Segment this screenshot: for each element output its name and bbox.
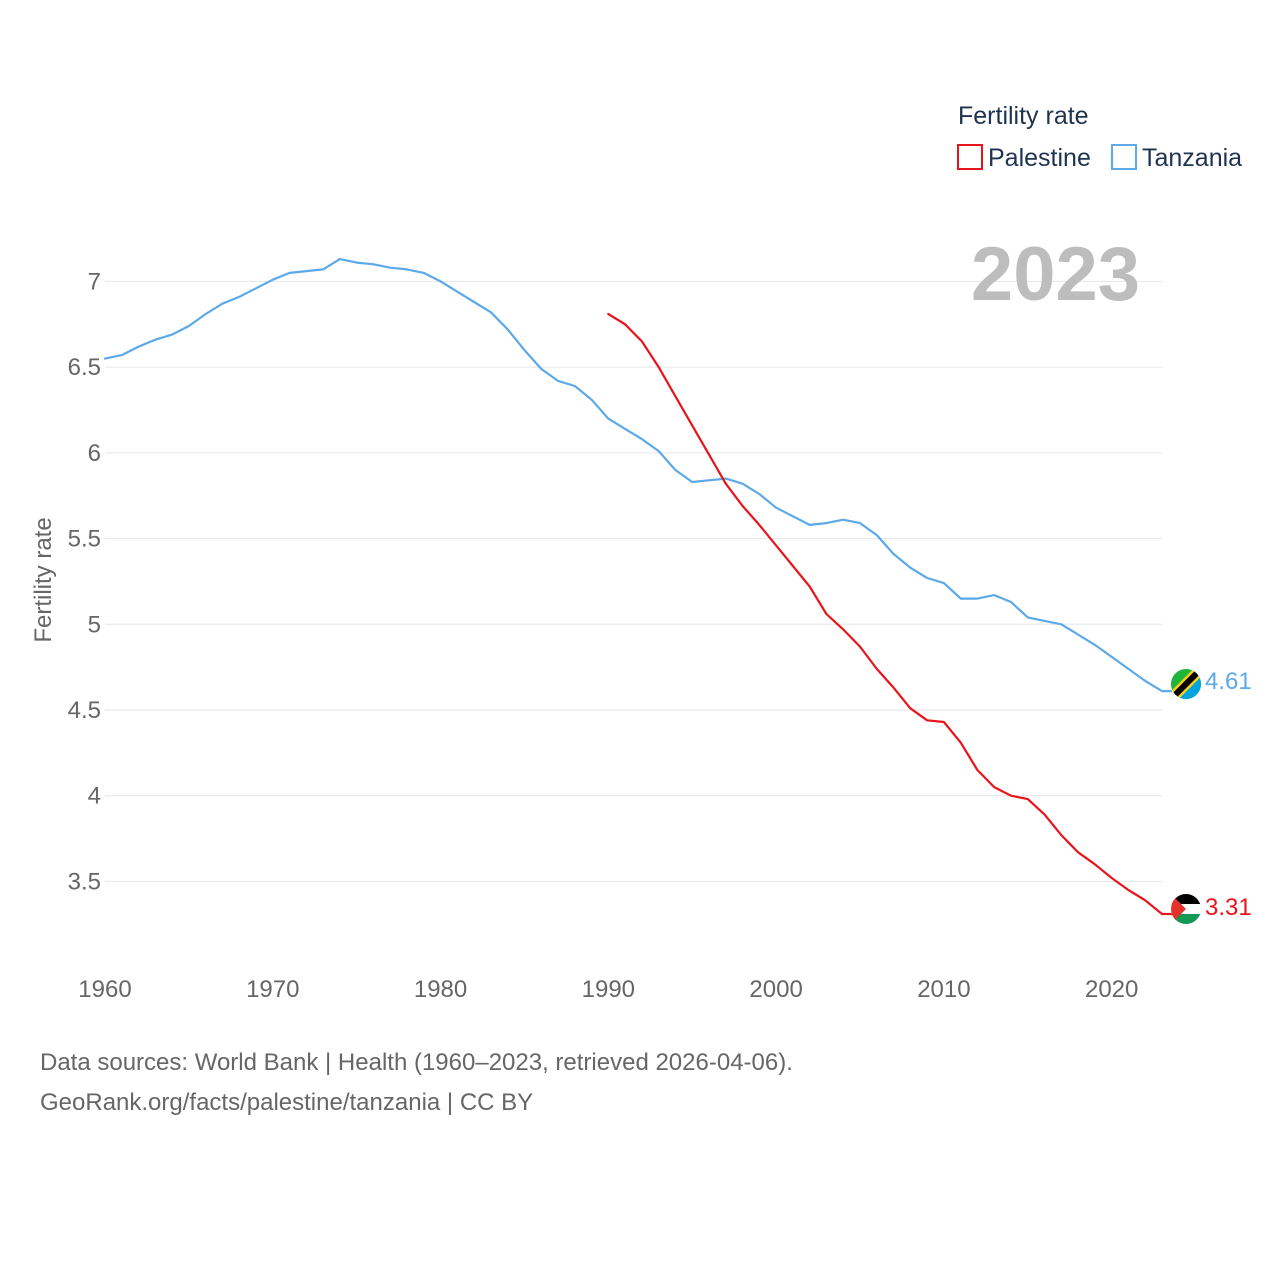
- line-chart: 3.5 4 4.5 5 5.5 6 6.5 7 1960 1970 1980 1990 2000 201…: [30, 102, 1252, 1003]
- end-value-palestine: 3.31: [1205, 894, 1252, 921]
- y-tick-label: 4.5: [68, 697, 101, 724]
- series-line-tanzania: [103, 258, 1164, 693]
- palestine-flag-icon: [1171, 894, 1201, 924]
- legend-swatch-tanzania: [1111, 144, 1137, 170]
- y-tick-label: 6.5: [68, 354, 101, 381]
- end-value-tanzania: 4.61: [1205, 668, 1252, 695]
- x-tick-label: 2020: [1085, 976, 1138, 1003]
- y-tick-label: 7: [88, 268, 101, 295]
- gridlines: [105, 280, 1162, 882]
- x-tick-label: 1980: [414, 976, 467, 1003]
- legend-title: Fertility rate: [958, 102, 1089, 130]
- source-footer: Data sources: World Bank | Health (1960–…: [40, 1043, 793, 1123]
- x-tick-label: 1960: [78, 976, 131, 1003]
- series-line-palestine: [607, 312, 1164, 916]
- series-lines: [103, 258, 1172, 916]
- current-year-label: 2023: [971, 232, 1140, 317]
- y-axis-label: Fertility rate: [30, 517, 57, 642]
- legend-label-palestine[interactable]: Palestine: [988, 144, 1091, 172]
- y-tick-label: 3.5: [68, 868, 101, 895]
- legend: Fertility rate Palestine Tanzania: [957, 102, 1242, 172]
- x-axis-ticks: 1960 1970 1980 1990 2000 2010 2020: [78, 976, 1138, 1003]
- y-tick-label: 5.5: [68, 526, 101, 553]
- credit-text[interactable]: GeoRank.org/facts/palestine/tanzania | C…: [40, 1089, 534, 1116]
- legend-label-tanzania[interactable]: Tanzania: [1142, 144, 1242, 172]
- x-tick-label: 1970: [246, 976, 299, 1003]
- y-tick-label: 6: [88, 440, 101, 467]
- x-tick-label: 2000: [749, 976, 802, 1003]
- x-tick-label: 1990: [582, 976, 635, 1003]
- legend-swatch-palestine: [957, 144, 983, 170]
- x-tick-label: 2010: [917, 976, 970, 1003]
- tanzania-flag-icon: [1171, 669, 1201, 699]
- source-text: Data sources: World Bank | Health (1960–…: [40, 1049, 793, 1076]
- y-tick-label: 4: [88, 783, 101, 810]
- y-axis-ticks: 3.5 4 4.5 5 5.5 6 6.5 7: [68, 268, 101, 895]
- y-tick-label: 5: [88, 611, 101, 638]
